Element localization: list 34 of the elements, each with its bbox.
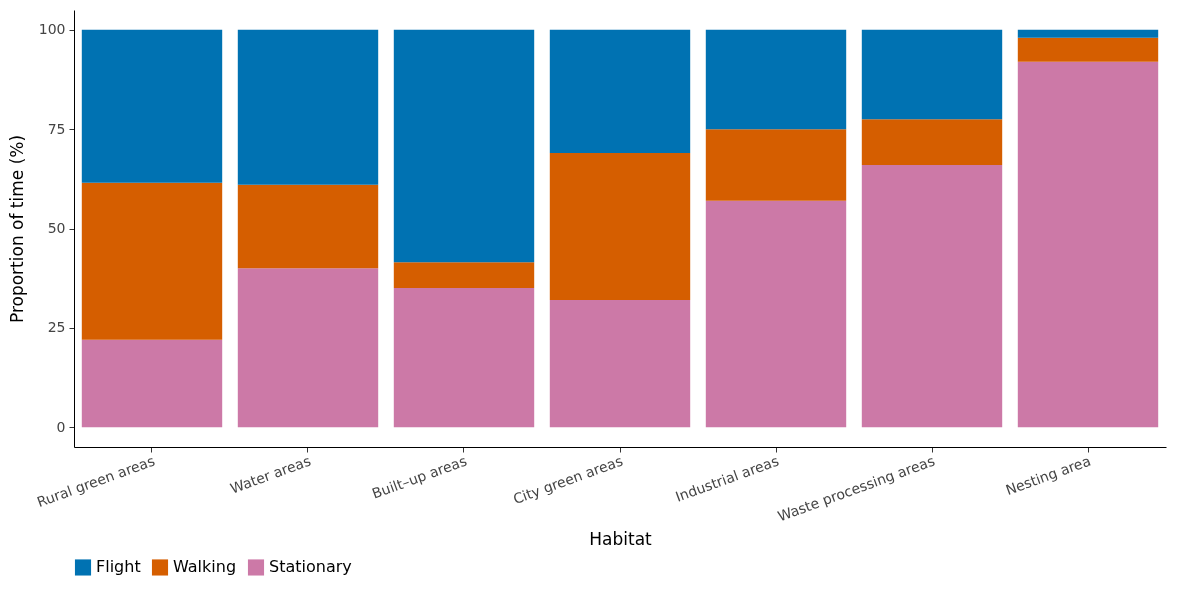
x-tick-label: Water areas [228, 452, 313, 497]
x-tick-label: City green areas [510, 452, 625, 508]
bar [81, 339, 223, 428]
bar [237, 268, 379, 428]
bar [1017, 37, 1159, 62]
bar [549, 29, 691, 154]
bar [705, 129, 847, 201]
bar [393, 288, 535, 428]
bar [861, 29, 1003, 120]
bar [393, 29, 535, 263]
bar [81, 29, 223, 183]
y-tick-label: 0 [56, 418, 66, 435]
bar [237, 29, 379, 185]
bar [549, 153, 691, 301]
bar [861, 164, 1003, 428]
bar [549, 300, 691, 428]
y-tick-label: 100 [38, 21, 66, 38]
legend-label: Flight [96, 557, 141, 577]
bar [1017, 29, 1159, 38]
y-tick-label: 25 [47, 319, 66, 336]
bar [393, 262, 535, 289]
bar [705, 200, 847, 428]
bar [237, 184, 379, 269]
x-axis-title: Habitat [589, 529, 653, 550]
x-tick-label: Rural green areas [34, 452, 157, 511]
bar [81, 182, 223, 340]
y-axis-title: Proportion of time (%) [6, 134, 27, 324]
legend-label: Walking [173, 557, 237, 577]
legend-label: Stationary [269, 557, 352, 577]
bar [1017, 61, 1159, 428]
bar [861, 119, 1003, 165]
y-tick-label: 75 [47, 120, 66, 137]
y-tick-label: 50 [47, 220, 66, 236]
bar [705, 29, 847, 130]
